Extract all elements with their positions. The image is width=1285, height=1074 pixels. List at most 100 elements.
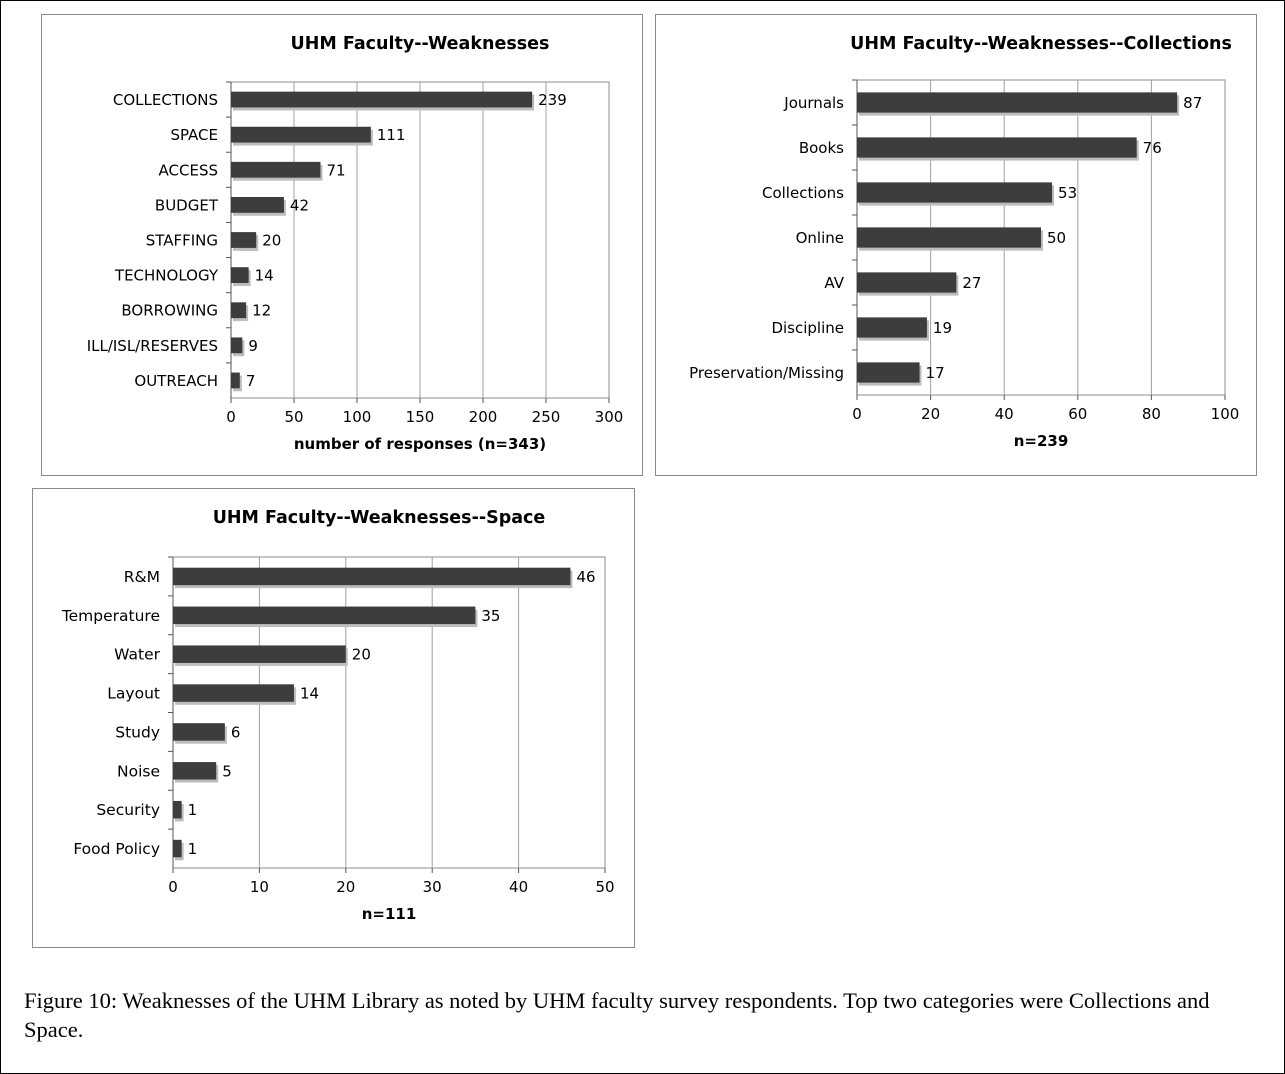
collections-x-tick-label: 20 — [921, 405, 940, 423]
chart-weaknesses-space-svg: UHM Faculty--Weaknesses--Space 0 10 20 30 40 5… — [61, 508, 615, 923]
weaknesses-category-label: COLLECTIONS — [113, 91, 218, 109]
space-category-label: R&M — [124, 568, 160, 586]
space-x-tick-label: 0 — [168, 878, 178, 896]
weaknesses-category-label: ACCESS — [159, 161, 218, 179]
space-x-tick-label: 20 — [336, 878, 355, 896]
space-value-label: 6 — [231, 723, 241, 741]
collections-value-label: 17 — [926, 364, 945, 382]
collections-x-axis-title: n=239 — [1014, 432, 1069, 450]
space-category-label: Layout — [107, 685, 160, 703]
collections-value-label: 87 — [1183, 94, 1202, 112]
chart-weaknesses-space: UHM Faculty--Weaknesses--Space 0 10 20 30 40 5… — [32, 488, 635, 948]
chart-weaknesses-svg: UHM Faculty--Weaknesses 0 50 100 150 200 250 30… — [87, 34, 624, 453]
weaknesses-category-label: SPACE — [170, 126, 218, 144]
weaknesses-value-label: 71 — [326, 161, 345, 179]
weaknesses-category-label: TECHNOLOGY — [114, 267, 219, 285]
chart-weaknesses: UHM Faculty--Weaknesses 0 50 100 150 200 250 30… — [41, 14, 643, 476]
weaknesses-x-tick-label: 300 — [595, 408, 624, 426]
collections-x-tick-label: 40 — [995, 405, 1014, 423]
weaknesses-bar — [231, 196, 284, 213]
weaknesses-category-label: ILL/ISL/RESERVES — [87, 337, 218, 355]
space-bar — [173, 839, 182, 858]
space-value-label: 1 — [188, 840, 198, 858]
weaknesses-category-label: BUDGET — [155, 196, 219, 214]
weaknesses-bar — [231, 372, 240, 389]
collections-value-label: 19 — [933, 319, 952, 337]
collections-bar — [857, 317, 927, 338]
chart-weaknesses-collections-svg: UHM Faculty--Weaknesses--Collections 0 20 4… — [689, 34, 1240, 450]
collections-category-label: Discipline — [771, 319, 844, 337]
collections-category-label: Preservation/Missing — [689, 364, 844, 382]
weaknesses-category-label: STAFFING — [146, 232, 218, 250]
collections-x-tick-label: 80 — [1142, 405, 1161, 423]
space-category-label: Security — [96, 801, 160, 819]
weaknesses-x-axis-title: number of responses (n=343) — [294, 435, 546, 453]
space-bar — [173, 800, 182, 819]
space-bar — [173, 606, 476, 625]
space-x-tick-label: 50 — [595, 878, 614, 896]
space-value-label: 20 — [352, 646, 371, 664]
weaknesses-category-label: OUTREACH — [134, 372, 218, 390]
collections-value-label: 50 — [1047, 229, 1066, 247]
collections-value-label: 27 — [962, 274, 981, 292]
chart-weaknesses-collections: UHM Faculty--Weaknesses--Collections 0 20 4… — [655, 14, 1257, 476]
weaknesses-value-label: 239 — [538, 91, 567, 109]
collections-bar — [857, 182, 1053, 203]
space-value-label: 5 — [222, 762, 232, 780]
collections-bar — [857, 227, 1041, 248]
weaknesses-x-tick-label: 150 — [406, 408, 435, 426]
weaknesses-x-tick-label: 50 — [284, 408, 303, 426]
weaknesses-bar — [231, 267, 249, 284]
space-x-tick-label: 30 — [423, 878, 442, 896]
weaknesses-value-label: 14 — [255, 267, 274, 285]
collections-x-tick-label: 60 — [1068, 405, 1087, 423]
collections-category-label: Online — [796, 229, 844, 247]
collections-bar — [857, 137, 1137, 158]
weaknesses-value-label: 7 — [246, 372, 256, 390]
space-x-tick-label: 10 — [250, 878, 269, 896]
weaknesses-category-label: BORROWING — [121, 302, 218, 320]
space-chart-title: UHM Faculty--Weaknesses--Space — [213, 508, 546, 528]
space-value-label: 35 — [481, 607, 500, 625]
collections-x-tick-label: 100 — [1211, 405, 1240, 423]
collections-bar — [857, 92, 1178, 113]
space-x-tick-label: 40 — [509, 878, 528, 896]
collections-bar — [857, 362, 920, 383]
collections-category-label: Books — [799, 139, 844, 157]
space-category-label: Study — [115, 723, 160, 741]
space-plot-area — [172, 556, 606, 869]
weaknesses-x-tick-label: 0 — [226, 408, 236, 426]
figure-caption: Figure 10: Weaknesses of the UHM Library… — [24, 988, 1210, 1042]
collections-bar — [857, 272, 957, 293]
weaknesses-bar — [231, 232, 257, 248]
space-bar — [173, 567, 571, 586]
weaknesses-value-label: 9 — [248, 337, 258, 355]
space-bar — [173, 684, 294, 702]
weaknesses-chart-title: UHM Faculty--Weaknesses — [291, 34, 550, 54]
weaknesses-value-label: 20 — [262, 232, 281, 250]
collections-value-label: 76 — [1143, 139, 1162, 157]
collections-category-label: Collections — [762, 184, 844, 202]
space-bar — [173, 645, 346, 663]
weaknesses-bar — [231, 337, 243, 354]
space-value-label: 1 — [188, 801, 198, 819]
collections-chart-title: UHM Faculty--Weaknesses--Collections — [850, 34, 1232, 54]
collections-category-label: Journals — [783, 94, 844, 112]
collections-x-tick-label: 0 — [852, 405, 862, 423]
space-value-label: 14 — [300, 685, 319, 703]
weaknesses-value-label: 12 — [252, 302, 271, 320]
space-category-label: Food Policy — [73, 840, 160, 858]
collections-category-label: AV — [824, 274, 844, 292]
weaknesses-x-tick-label: 250 — [532, 408, 561, 426]
weaknesses-value-label: 111 — [377, 126, 406, 144]
space-category-label: Noise — [117, 762, 160, 780]
weaknesses-bar — [231, 91, 533, 108]
weaknesses-x-tick-label: 200 — [469, 408, 498, 426]
space-value-label: 46 — [576, 568, 595, 586]
space-bar — [173, 723, 225, 741]
space-x-axis-title: n=111 — [362, 905, 417, 923]
weaknesses-x-tick-label: 100 — [343, 408, 372, 426]
weaknesses-bar — [231, 302, 247, 319]
weaknesses-bar — [231, 161, 321, 178]
space-category-label: Temperature — [61, 607, 160, 625]
